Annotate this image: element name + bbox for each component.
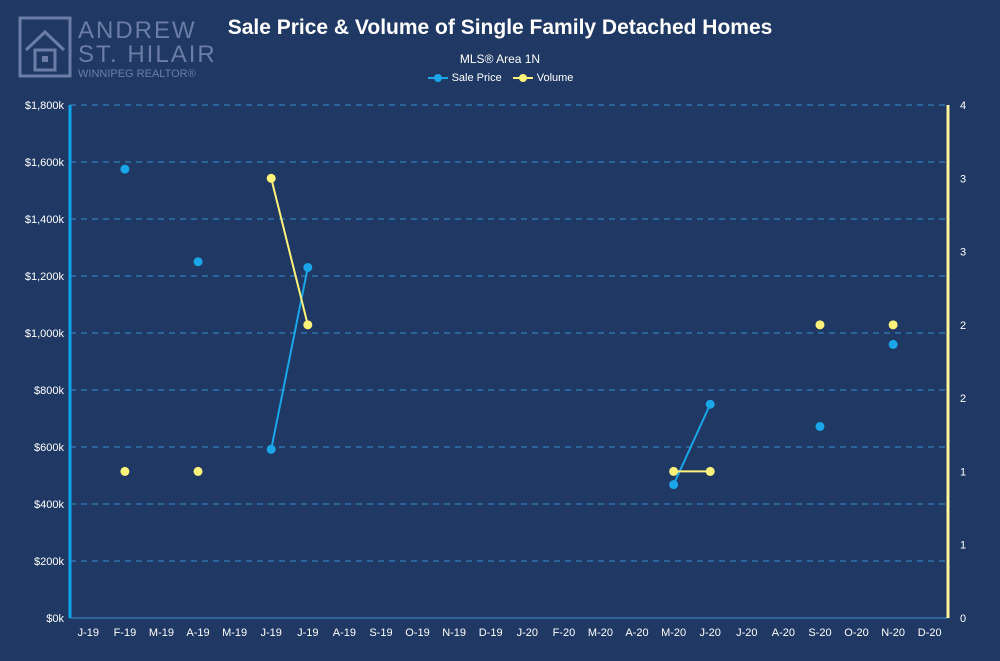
chart-title: Sale Price & Volume of Single Family Det…	[227, 16, 773, 39]
sale-price-point	[266, 444, 276, 454]
left-tick-label: $1,400k	[25, 214, 65, 226]
volume-point	[815, 320, 825, 330]
x-tick-label: S-19	[369, 627, 392, 639]
volume-point	[303, 320, 313, 330]
left-tick-label: $600k	[34, 442, 64, 454]
x-tick-label: M-20	[661, 627, 686, 639]
right-tick-label: 2	[960, 393, 966, 405]
right-tick-label: 3	[960, 173, 966, 185]
left-tick-label: $0k	[46, 613, 64, 625]
x-tick-label: J-20	[736, 627, 757, 639]
x-tick-label: O-19	[405, 627, 429, 639]
sale-price-point	[888, 339, 898, 349]
x-tick-label: F-20	[553, 627, 576, 639]
legend-label-sale-price: Sale Price	[451, 72, 502, 84]
x-tick-label: O-20	[844, 627, 868, 639]
x-tick-label: A-20	[625, 627, 648, 639]
x-tick-label: J-20	[700, 627, 721, 639]
volume-line-segment	[270, 178, 309, 326]
x-tick-label: D-20	[918, 627, 942, 639]
sale-price-point	[193, 257, 203, 267]
legend-item-sale-price: Sale Price	[427, 72, 502, 84]
legend-item-volume: Volume	[512, 72, 574, 84]
house-icon	[18, 16, 72, 78]
x-tick-label: A-19	[186, 627, 209, 639]
volume-point	[705, 466, 715, 476]
volume-point	[120, 466, 130, 476]
volume-point	[888, 320, 898, 330]
right-tick-label: 4	[960, 100, 966, 112]
x-tick-label: A-19	[333, 627, 356, 639]
right-tick-label: 2	[960, 320, 966, 332]
volume-point	[193, 466, 203, 476]
x-tick-label: J-19	[78, 627, 99, 639]
logo-line-2: ST. HILAIRE	[78, 41, 218, 68]
sale-price-point	[669, 480, 679, 490]
x-tick-label: F-19	[114, 627, 137, 639]
x-tick-label: N-19	[442, 627, 466, 639]
x-tick-label: M-19	[149, 627, 174, 639]
x-tick-label: M-19	[222, 627, 247, 639]
legend: Sale Price Volume	[0, 72, 1000, 84]
left-tick-label: $400k	[34, 499, 64, 511]
sale-price-point	[303, 262, 313, 272]
sale-price-point	[705, 399, 715, 409]
x-tick-label: J-20	[517, 627, 538, 639]
legend-label-volume: Volume	[536, 72, 574, 84]
logo: ANDREW ST. HILAIRE WINNIPEG REALTOR®	[18, 16, 218, 80]
left-tick-label: $200k	[34, 556, 64, 568]
volume-point	[266, 173, 276, 183]
sale-price-line-segment	[672, 403, 712, 486]
left-tick-label: $1,200k	[25, 271, 65, 283]
logo-line-3: WINNIPEG REALTOR®	[78, 68, 196, 80]
sale-price-line-segment	[270, 267, 309, 450]
sale-price-point	[120, 164, 130, 174]
volume-point	[669, 466, 679, 476]
x-tick-label: D-19	[479, 627, 503, 639]
right-tick-label: 1	[960, 540, 966, 552]
sale-price-point	[815, 421, 825, 431]
chart-subtitle: MLS® Area 1N	[459, 52, 541, 66]
x-tick-label: M-20	[588, 627, 613, 639]
left-tick-label: $1,000k	[25, 328, 65, 340]
left-tick-label: $1,800k	[25, 100, 65, 112]
x-tick-label: A-20	[772, 627, 795, 639]
legend-swatch-volume	[512, 74, 533, 82]
right-tick-label: 3	[960, 247, 966, 259]
x-tick-label: S-20	[808, 627, 831, 639]
legend-swatch-sale-price	[427, 74, 448, 82]
left-tick-label: $1,600k	[25, 157, 65, 169]
right-tick-label: 0	[960, 613, 966, 625]
x-tick-label: J-19	[297, 627, 318, 639]
x-tick-label: N-20	[881, 627, 905, 639]
right-tick-label: 1	[960, 466, 966, 478]
x-tick-label: J-19	[261, 627, 282, 639]
logo-line-1: ANDREW	[78, 17, 197, 44]
left-tick-label: $800k	[34, 385, 64, 397]
